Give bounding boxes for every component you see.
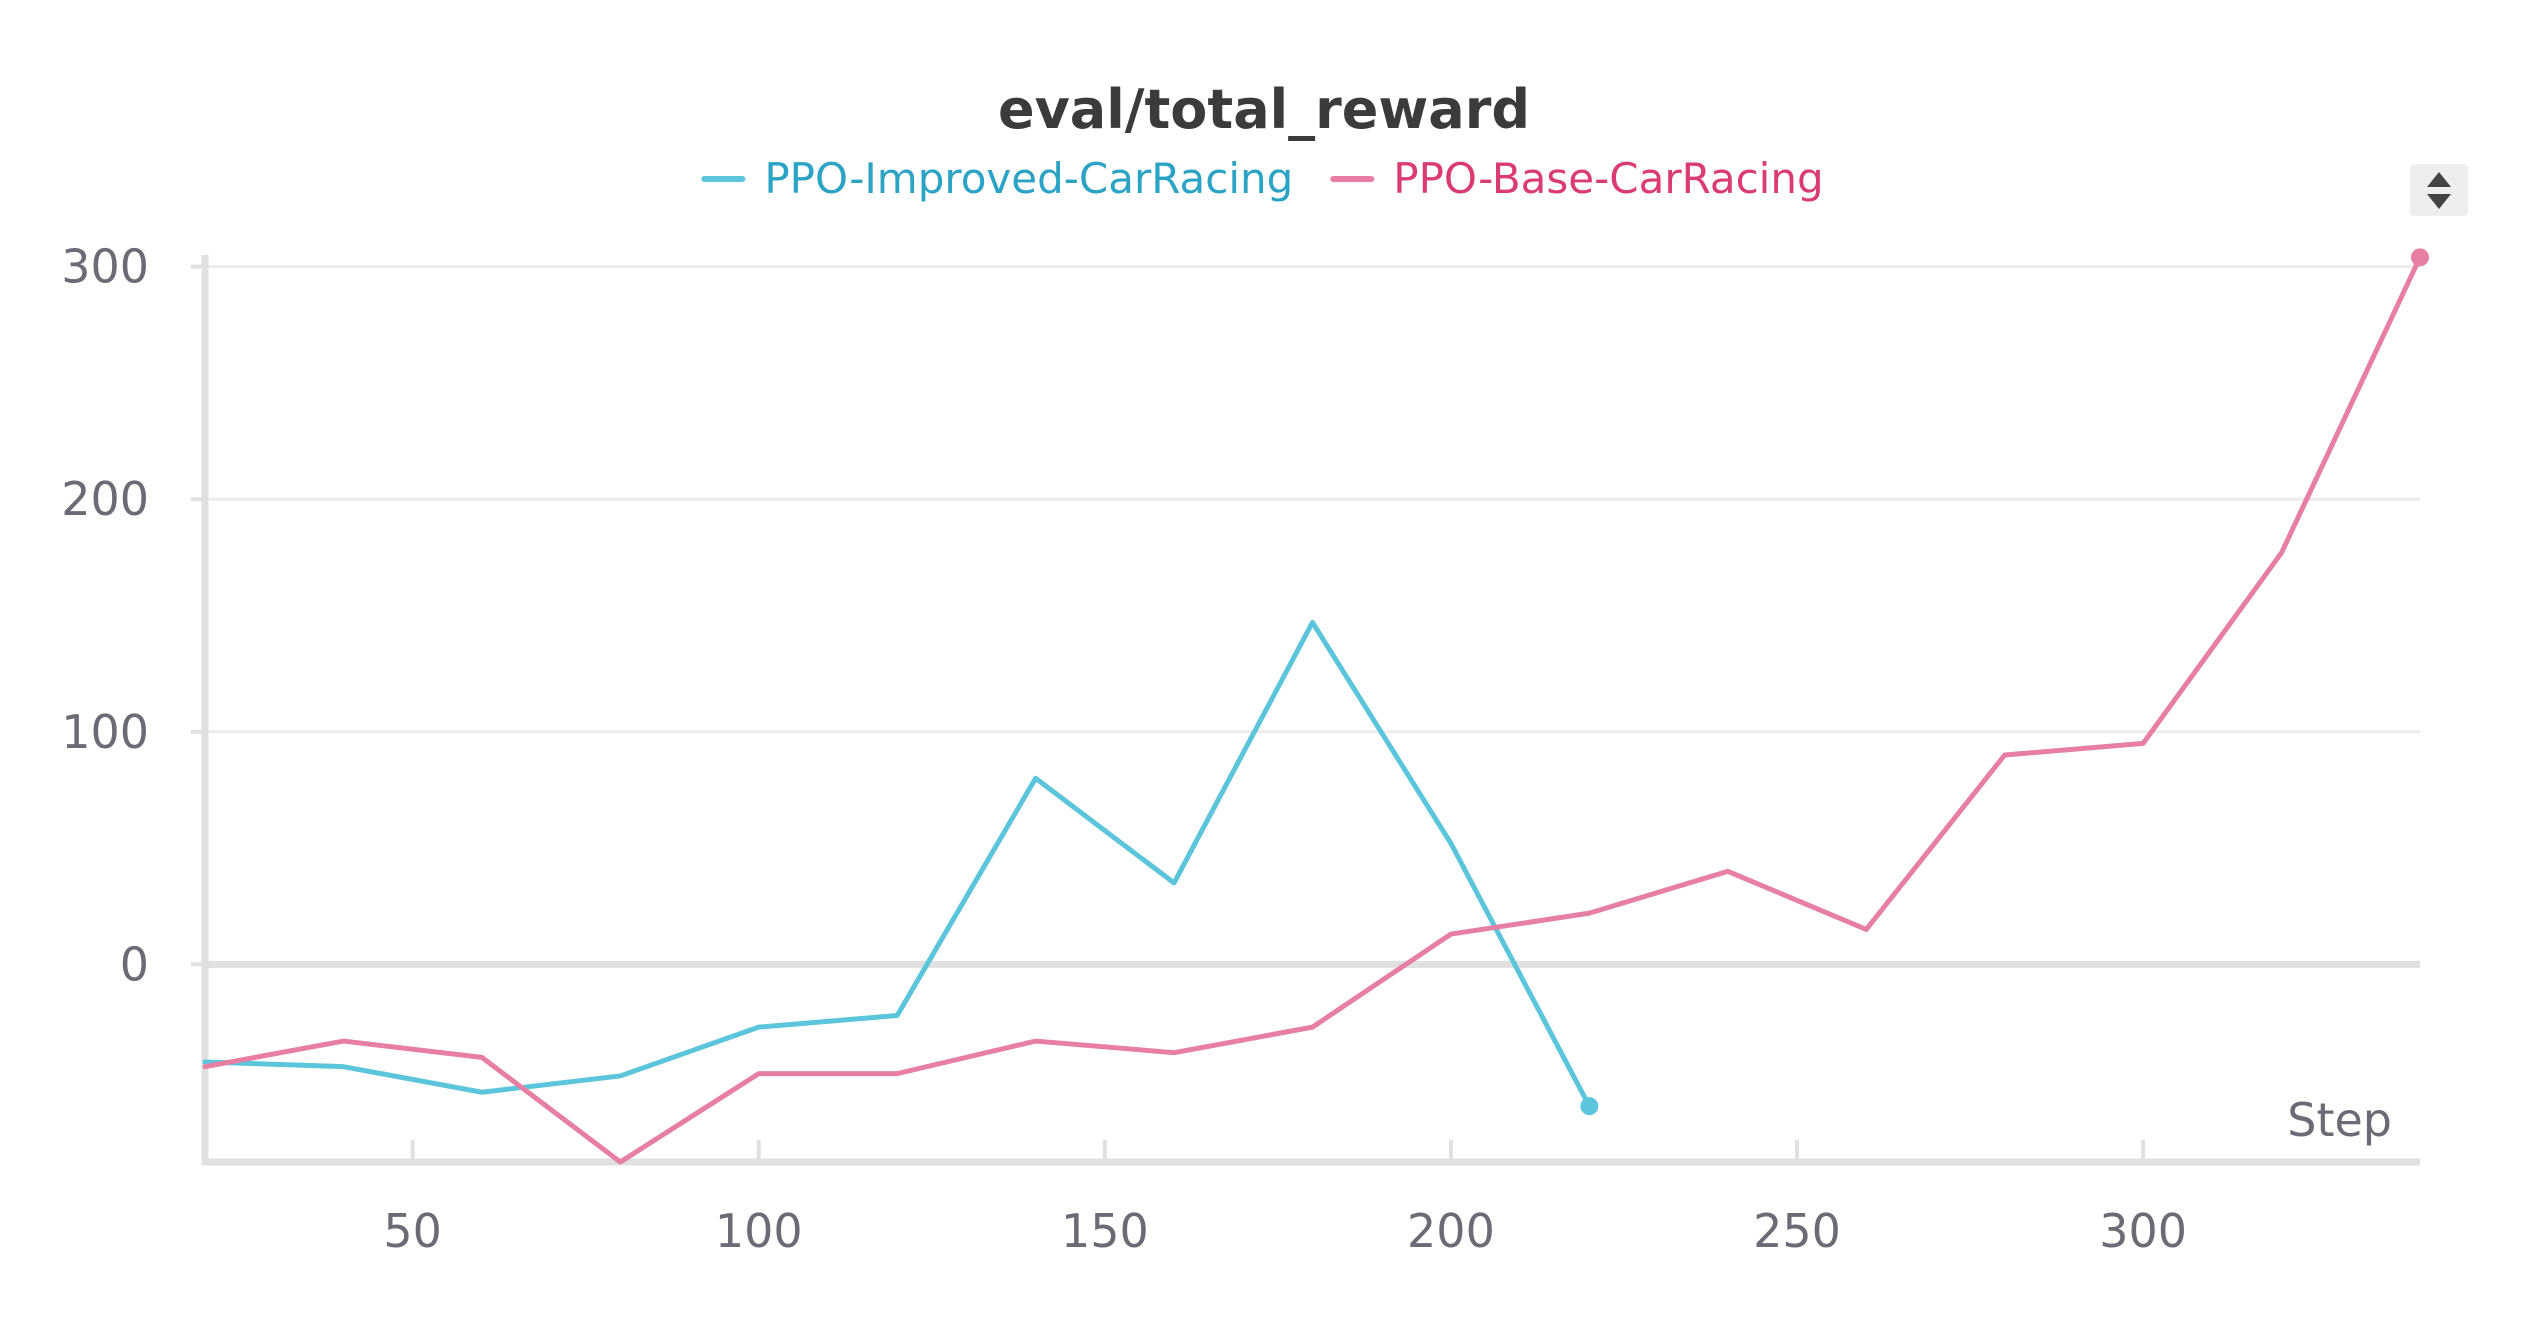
legend-label: PPO-Improved-CarRacing: [764, 154, 1293, 203]
x-tick-label: 100: [715, 1204, 803, 1258]
chart-title: eval/total_reward: [998, 78, 1530, 141]
series-line-2: [202, 254, 2423, 1165]
y-tick-label: 0: [120, 937, 149, 991]
series-line-1: [202, 619, 1592, 1109]
legend: PPO-Improved-CarRacing PPO-Base-CarRacing: [701, 154, 1824, 203]
sort-toggle-button[interactable]: [2410, 164, 2468, 216]
x-tick-label: 300: [2099, 1204, 2187, 1258]
x-tick-label: 50: [383, 1204, 442, 1258]
x-tick-label: 150: [1061, 1204, 1149, 1258]
x-tick-label: 200: [1407, 1204, 1495, 1258]
y-tick-label: 100: [61, 705, 149, 759]
series-endpoint-marker: [1580, 1097, 1599, 1116]
y-tick-label: 200: [61, 472, 149, 526]
y-tick-label: 300: [61, 240, 149, 294]
series-layer: [202, 248, 2429, 1165]
sort-toggle-background: [2410, 164, 2468, 216]
x-tick-label: 250: [1753, 1204, 1841, 1258]
series-endpoint-marker: [2411, 248, 2429, 267]
grid-layer: [205, 265, 2420, 968]
up-down-arrows-icon: [2427, 172, 2451, 209]
axis-layer: 0 100 200 300 50 100 150 200 250 300: [61, 240, 2420, 1258]
x-axis-label: Step: [2287, 1093, 2392, 1147]
legend-label: PPO-Base-CarRacing: [1393, 154, 1823, 203]
